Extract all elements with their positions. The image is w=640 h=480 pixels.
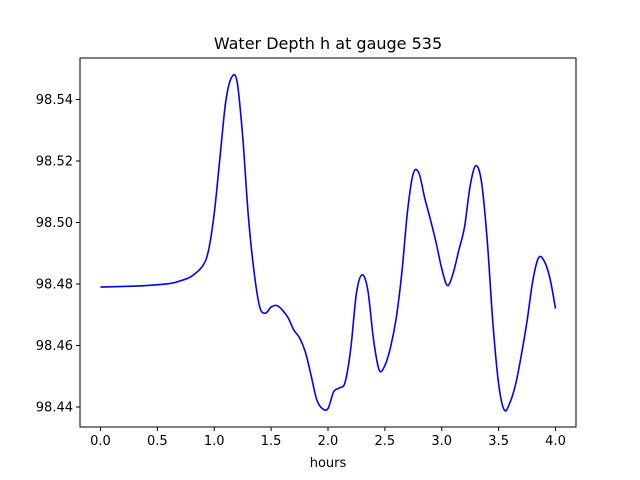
x-tick-label: 1.5 — [261, 434, 282, 449]
y-tick-label: 98.46 — [36, 339, 73, 354]
x-tick-label: 3.0 — [431, 434, 452, 449]
y-tick-label: 98.52 — [36, 155, 73, 170]
x-tick-label: 0.0 — [90, 434, 111, 449]
y-tick-label: 98.50 — [36, 216, 73, 231]
y-tick-label: 98.54 — [36, 93, 73, 108]
x-tick-label: 0.5 — [147, 434, 168, 449]
x-tick-label: 1.0 — [204, 434, 225, 449]
x-tick-label: 2.0 — [318, 434, 339, 449]
y-tick-label: 98.44 — [36, 401, 73, 416]
x-tick-label: 4.0 — [545, 434, 566, 449]
x-axis-label: hours — [310, 456, 347, 471]
series-line-0 — [100, 73, 557, 412]
x-tick-label: 2.5 — [375, 434, 396, 449]
x-axis: 0.0 0.5 1.0 1.5 2.0 2.5 3.0 3.5 4.0 — [90, 427, 566, 449]
y-axis: 98.44 98.46 98.48 98.50 98.52 98.54 — [36, 93, 80, 416]
y-tick-label: 98.48 — [36, 278, 73, 293]
chart-title: Water Depth h at gauge 535 — [214, 34, 442, 53]
x-tick-label: 3.5 — [488, 434, 509, 449]
